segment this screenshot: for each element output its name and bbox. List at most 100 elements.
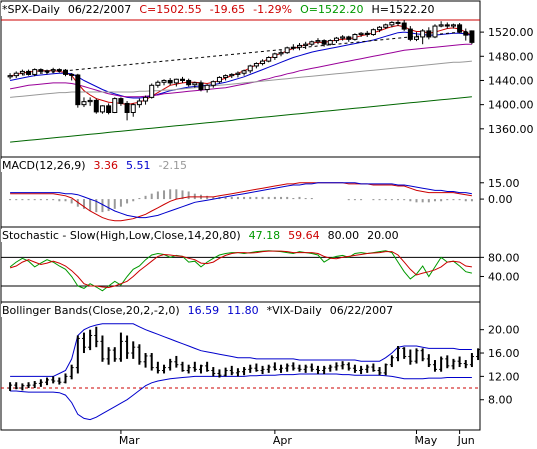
candle-body xyxy=(180,78,185,81)
header-item: *VIX-Daily xyxy=(267,304,323,317)
candle-body xyxy=(303,43,309,46)
candle-body xyxy=(118,98,124,104)
y-tick-label: 15.00 xyxy=(488,177,520,190)
candle-body xyxy=(469,30,475,43)
y-tick-label: 80.00 xyxy=(488,251,520,264)
candle-body xyxy=(401,22,407,30)
candle-body xyxy=(63,69,68,75)
candle-body xyxy=(167,79,173,84)
candle-body xyxy=(352,34,358,40)
candle-body xyxy=(253,63,259,67)
series-line xyxy=(10,31,473,99)
candle-body xyxy=(420,30,426,38)
candle-body xyxy=(173,78,179,84)
candle-body xyxy=(56,69,62,72)
header-item: 59.64 xyxy=(288,229,320,242)
candle-body xyxy=(284,47,290,54)
series-line xyxy=(9,24,473,106)
candle-body xyxy=(210,81,216,86)
candle-body xyxy=(13,72,19,77)
series-line xyxy=(10,60,472,98)
header-item: -1.29% xyxy=(253,3,292,16)
y-tick-label: 40.00 xyxy=(488,270,520,283)
candle-body xyxy=(223,75,229,78)
y-tick-label: 1400.00 xyxy=(488,99,534,112)
candle-body xyxy=(87,99,93,103)
candle-body xyxy=(69,73,75,76)
y-tick-label: 0.00 xyxy=(488,193,513,206)
candle-body xyxy=(106,105,112,114)
candle-body xyxy=(340,36,346,39)
header-item: 80.00 xyxy=(328,229,360,242)
candle-body xyxy=(370,29,376,36)
candle-body xyxy=(81,101,87,106)
candle-body xyxy=(155,81,161,86)
candle-body xyxy=(450,24,456,27)
header-item: 47.18 xyxy=(249,229,281,242)
candle-body xyxy=(309,41,315,45)
panel-price: 1520.00 1480.00 1440.00 1400.00 1360.00 *SPX-… xyxy=(0,0,534,158)
candle-body xyxy=(383,24,389,28)
series-line xyxy=(10,373,472,421)
header-item: Bollinger Bands(Close,20,2,-2,0) xyxy=(2,304,180,317)
x-tick-label: Mar xyxy=(119,434,140,447)
candle-body xyxy=(395,21,401,24)
series-line xyxy=(9,250,472,289)
candle-body xyxy=(457,24,463,33)
y-tick-label: 1520.00 xyxy=(488,26,534,39)
series-line xyxy=(9,250,473,292)
y-tick-label: 8.00 xyxy=(488,394,513,407)
candle-body xyxy=(364,32,370,36)
x-axis: Mar Apr May Jun xyxy=(1,429,480,447)
candle-body xyxy=(93,99,99,113)
x-tick-label: Apr xyxy=(273,434,293,447)
series-line xyxy=(10,182,472,219)
candle-body xyxy=(444,24,450,27)
candle-body xyxy=(297,44,302,48)
candle-body xyxy=(198,82,204,91)
series-line xyxy=(10,96,472,143)
header-background xyxy=(1,159,189,172)
candle-body xyxy=(432,25,438,38)
series-line xyxy=(10,182,472,222)
candle-body xyxy=(229,73,235,77)
header-item: C=1502.55 xyxy=(139,3,201,16)
candle-body xyxy=(241,70,247,74)
candle-body xyxy=(235,72,241,75)
header-item: 3.36 xyxy=(94,159,119,172)
panel-frame xyxy=(0,0,481,158)
candle-body xyxy=(19,70,25,74)
candle-body xyxy=(358,32,364,36)
header-item: O=1522.20 xyxy=(300,3,363,16)
candle-body xyxy=(389,21,395,26)
candle-body xyxy=(266,56,272,62)
candle-body xyxy=(26,70,32,75)
series-line xyxy=(10,323,472,377)
header-background xyxy=(1,229,400,242)
candle-body xyxy=(143,96,149,102)
header-item: -2.15 xyxy=(159,159,187,172)
x-tick-label: Jun xyxy=(457,434,475,447)
candle-body xyxy=(247,65,253,72)
header-item: 06/22/2007 xyxy=(68,3,131,16)
header-item: Stochastic - Slow(High,Low,Close,14,20,8… xyxy=(2,229,241,242)
candle-body xyxy=(112,98,118,114)
candle-body xyxy=(333,37,339,42)
header-background xyxy=(1,3,436,16)
candle-body xyxy=(124,102,130,114)
x-tick-label: May xyxy=(415,434,438,447)
candle-body xyxy=(463,31,469,36)
y-tick-label: 1480.00 xyxy=(488,50,534,63)
candle-body xyxy=(130,104,136,114)
candle-body xyxy=(216,76,222,83)
candle-body xyxy=(346,36,352,40)
header-item: 5.51 xyxy=(126,159,151,172)
candle-body xyxy=(192,82,198,86)
panel-header-macd: MACD(12,26,9) 3.36 5.51 -2.15 xyxy=(2,159,187,172)
y-tick-label: 16.00 xyxy=(488,347,520,360)
candle-body xyxy=(204,84,210,91)
candle-body xyxy=(278,52,284,55)
y-tick-label: 1440.00 xyxy=(488,74,534,87)
panel-header-price: *SPX-Daily 06/22/2007 C=1502.55 -19.65 -1.29… xyxy=(2,3,434,16)
